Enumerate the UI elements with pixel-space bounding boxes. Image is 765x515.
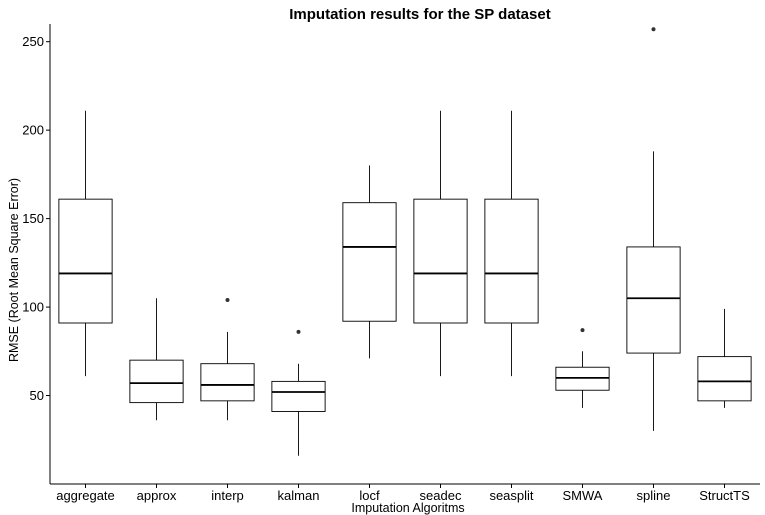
x-tick-label: StructTS: [699, 488, 750, 503]
box-iqr: [342, 202, 397, 322]
x-tick-label: seadec: [420, 488, 462, 503]
y-tick-label: 150: [22, 211, 44, 226]
box-interp: [200, 298, 255, 421]
box-iqr: [626, 246, 681, 354]
x-tick-label: SMWA: [563, 488, 603, 503]
box-spline: [626, 27, 681, 431]
box-StructTS: [697, 308, 752, 408]
x-tick-label: kalman: [278, 488, 320, 503]
x-tick-label: interp: [211, 488, 244, 503]
box-locf: [342, 165, 397, 359]
box-SMWA: [555, 328, 610, 408]
outlier-point: [296, 329, 301, 334]
y-tick-label: 200: [22, 123, 44, 138]
box-iqr: [58, 198, 113, 324]
outlier-point: [580, 328, 585, 333]
x-tick-label: locf: [359, 488, 380, 503]
box-kalman: [271, 329, 326, 456]
box-iqr: [697, 356, 752, 402]
plot-area: 50 100 150 200 250 aggregate approx interp kalma…: [22, 24, 760, 503]
box-iqr: [129, 359, 184, 404]
box-iqr: [413, 198, 468, 324]
y-axis-label: RMSE (Root Mean Square Error): [7, 178, 21, 362]
y-tick-label: 50: [30, 388, 44, 403]
box-aggregate: [58, 110, 113, 377]
x-tick-label: approx: [137, 488, 177, 503]
x-tick-label: spline: [637, 488, 671, 503]
outlier-point: [225, 298, 230, 302]
box-iqr: [271, 380, 326, 412]
x-tick-label: aggregate: [56, 488, 115, 503]
box-seadec: [413, 110, 468, 377]
box-iqr: [484, 198, 539, 324]
box-iqr: [200, 363, 255, 402]
box-approx: [129, 298, 184, 421]
y-tick-label: 250: [22, 34, 44, 49]
box-seasplit: [484, 110, 539, 377]
x-axis-label: Imputation Algoritms: [351, 501, 464, 515]
outlier-point: [651, 27, 656, 32]
y-tick-label: 100: [22, 300, 44, 315]
chart-title: Imputation results for the SP dataset: [289, 6, 550, 23]
x-tick-label: seasplit: [489, 488, 533, 503]
